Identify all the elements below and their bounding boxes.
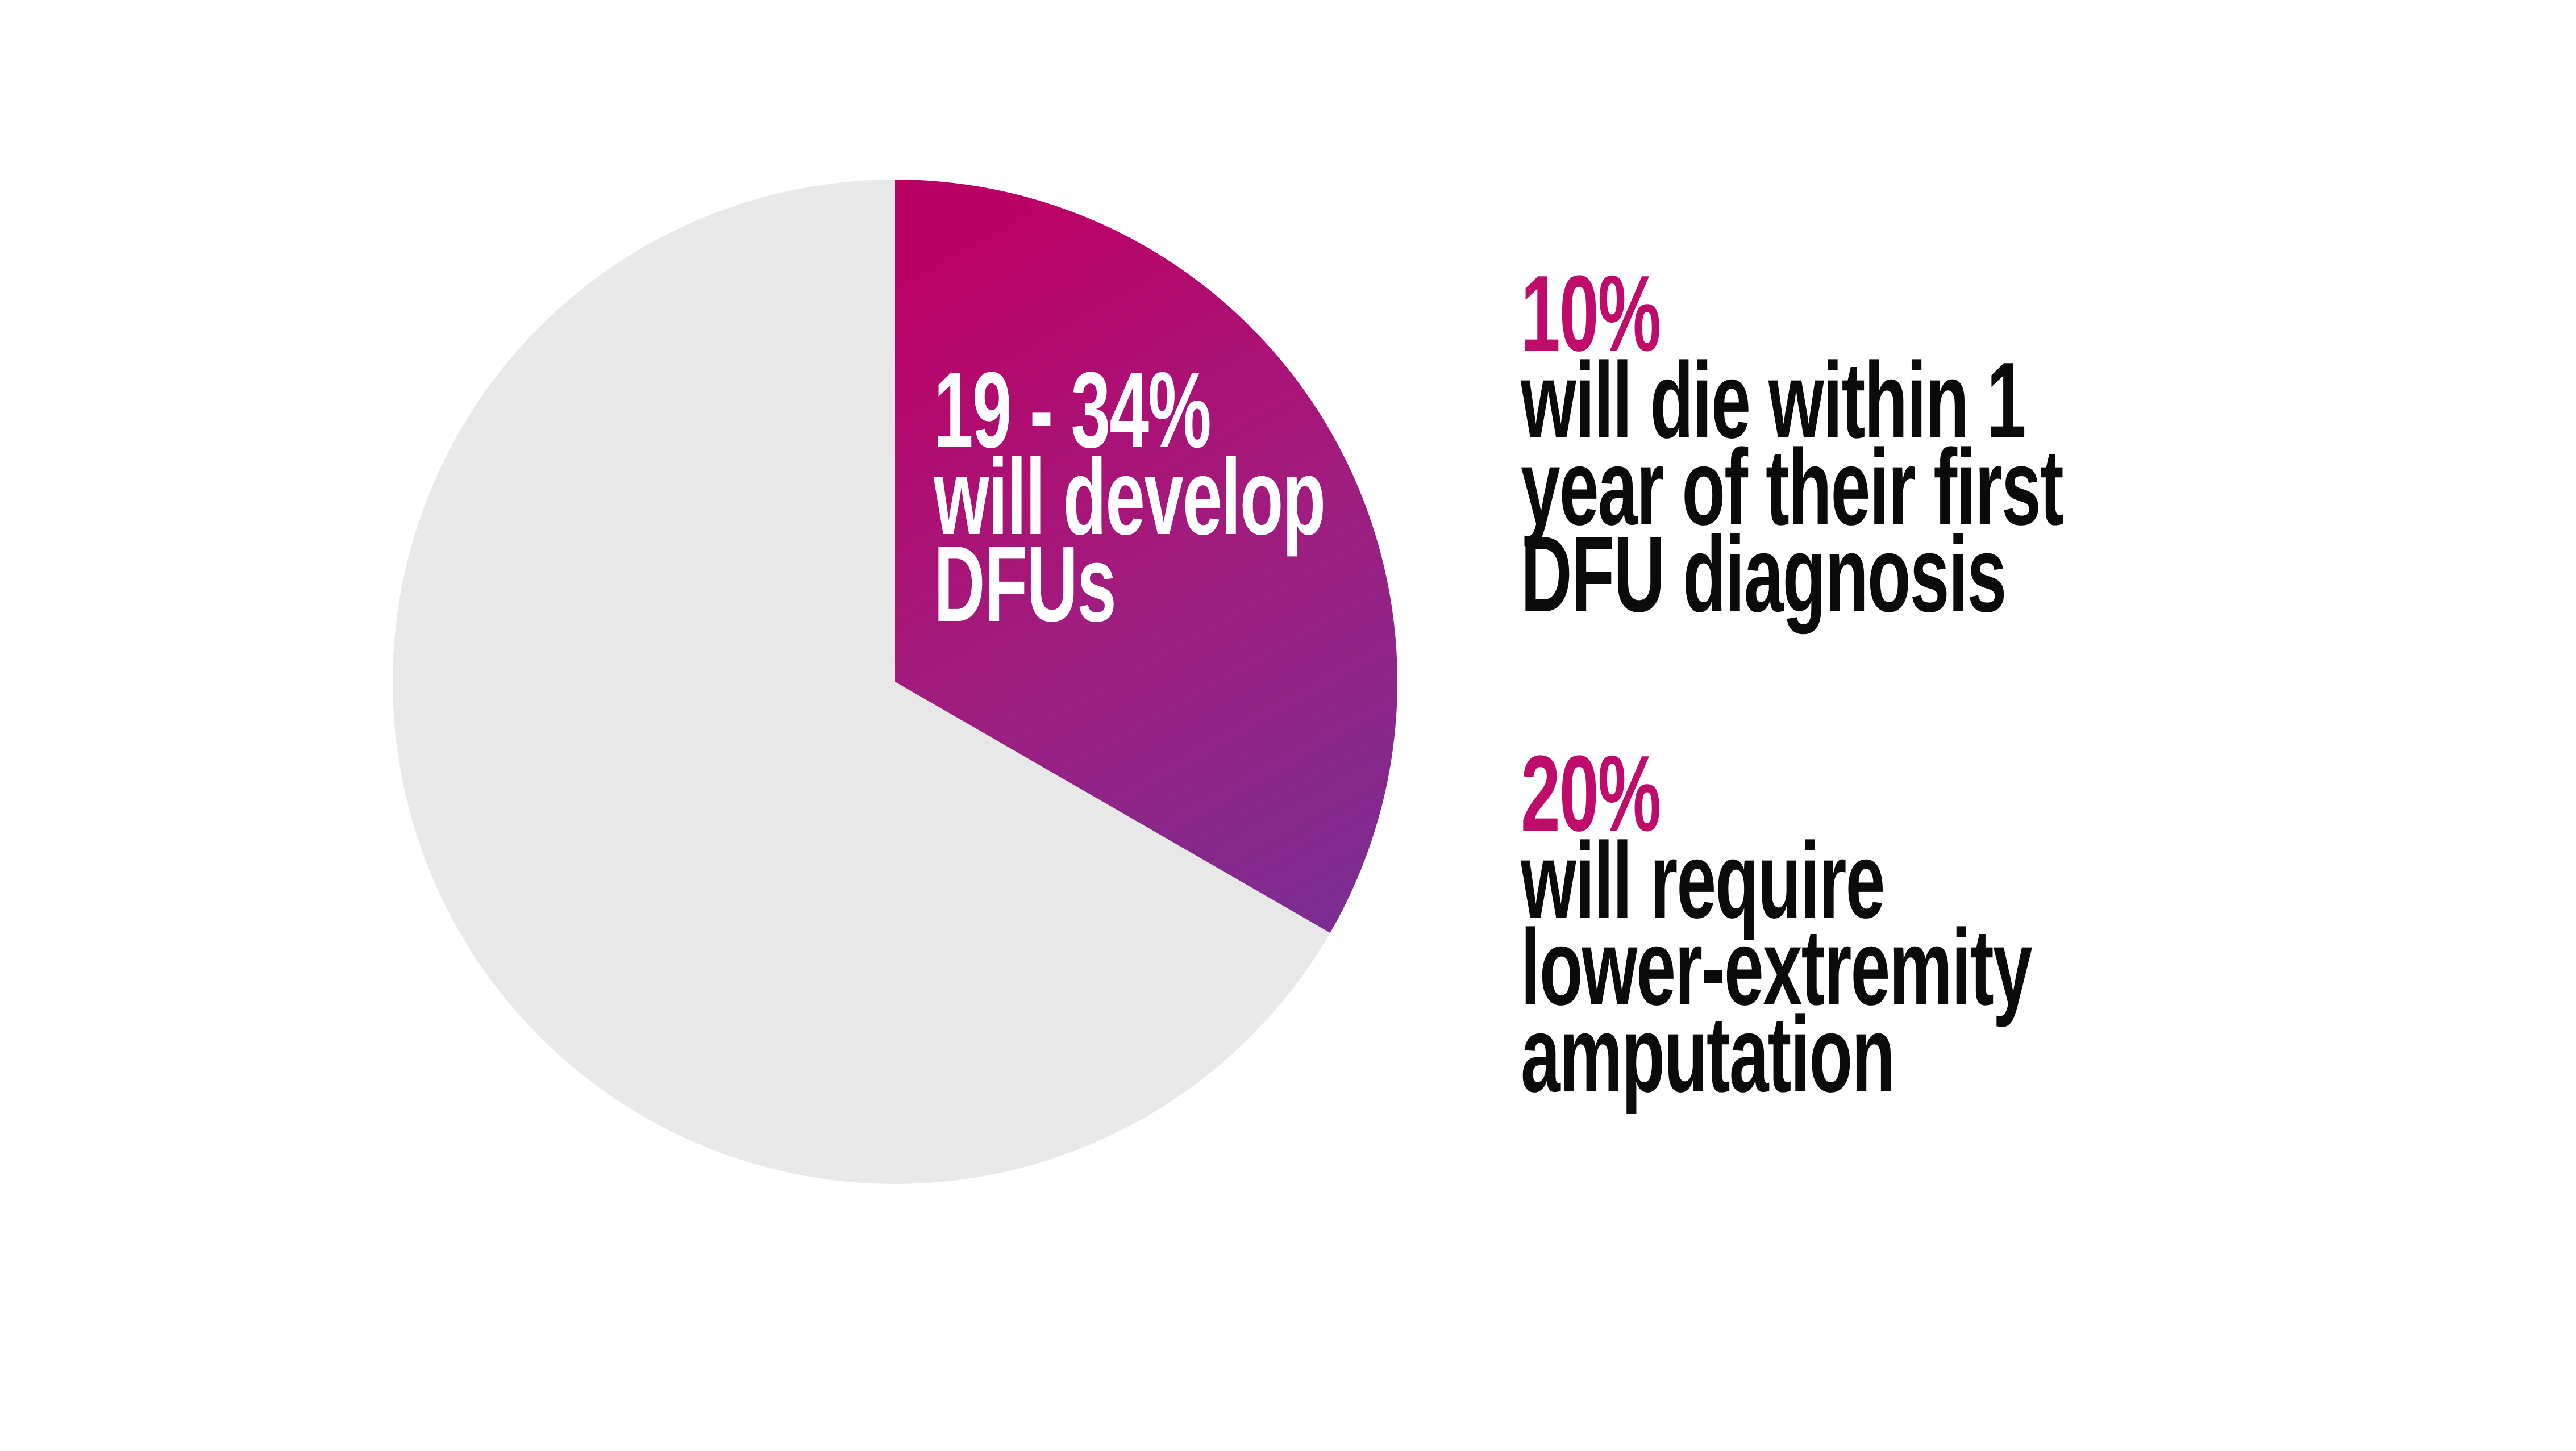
stat-value-10pct: 10% (1521, 253, 1661, 374)
stat-block-amputation: 20% will require lower-extremity amputat… (1521, 733, 2033, 1115)
stat-text-line: will require (1521, 820, 1885, 941)
stat-text-line: will die within 1 (1521, 340, 2026, 461)
pie-slice-label-line: DFUs (934, 524, 1117, 644)
stat-text-line: DFU diagnosis (1521, 514, 2007, 635)
pie-slice-label: 19 - 34% will develop DFUs (934, 350, 1326, 644)
stat-block-mortality: 10% will die within 1 year of their firs… (1521, 253, 2064, 635)
stat-text-line: lower-extremity (1521, 907, 2033, 1028)
pie-slice-label-line: 19 - 34% (934, 350, 1212, 470)
pie-dfu-slice (895, 180, 1398, 933)
stat-text-line: year of their first (1521, 427, 2064, 548)
pie-slice-label-line: will develop (934, 437, 1326, 557)
stat-value-20pct: 20% (1521, 733, 1661, 854)
stat-text-line: amputation (1521, 994, 1895, 1115)
